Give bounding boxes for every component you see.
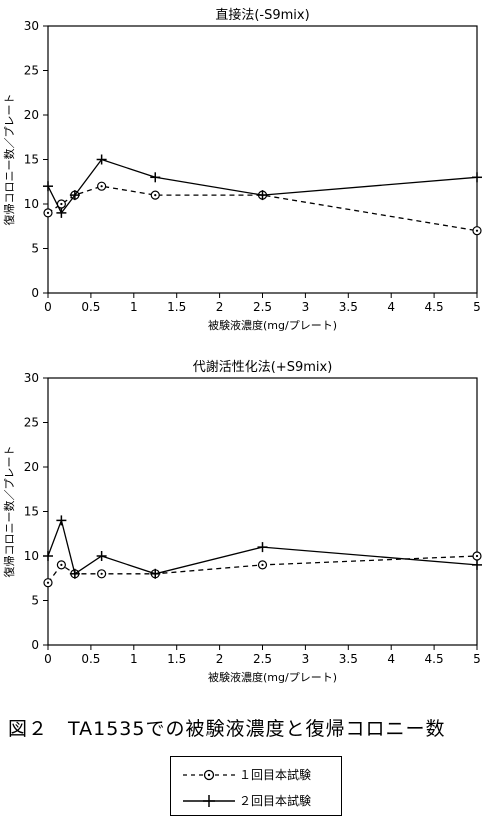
x-tick-label: 0.5 — [81, 300, 100, 314]
data-point-center — [60, 563, 63, 567]
x-tick-label: 3.5 — [339, 300, 358, 314]
figure: 直接法(-S9mix)0 0.5 1 1.5 2 2.5 3 3.5 4 4.5 505101520… — [3, 7, 482, 684]
data-point-cross — [150, 568, 161, 579]
x-tick-label: 0.5 — [81, 652, 100, 666]
x-tick-label: 3 — [302, 652, 310, 666]
x-tick-label: 0 — [44, 652, 52, 666]
chart-title: 直接法(-S9mix) — [215, 7, 309, 23]
plot-frame — [47, 377, 478, 646]
data-point-cross — [472, 172, 482, 183]
x-tick-label: 4.5 — [425, 300, 444, 314]
data-point-circle — [43, 208, 53, 218]
data-point-cross — [43, 551, 53, 561]
x-tick-label: 1 — [130, 652, 138, 666]
x-axis-label: 被験液濃度(mg/プレート) — [208, 670, 337, 684]
x-tick-label: 1.5 — [167, 652, 186, 666]
x-tick-label: 5 — [473, 652, 481, 666]
legend-label-first-test: １回目本試験 — [239, 768, 312, 782]
data-point-circle — [150, 190, 160, 200]
plot-frame — [47, 25, 478, 294]
y-tick-label: 30 — [24, 19, 39, 33]
solid-cross-marker-icon — [183, 795, 235, 807]
y-tick-label: 25 — [24, 64, 39, 78]
data-point-center — [46, 581, 50, 584]
y-tick-label: 5 — [31, 242, 39, 256]
data-point-cross — [257, 542, 268, 553]
data-point-circle — [97, 181, 107, 191]
data-point-cross — [56, 207, 67, 218]
data-point-circle — [472, 226, 482, 236]
legend-item-second-test: ２回目本試験 — [171, 789, 343, 813]
data-point-circle — [257, 560, 268, 570]
legend: １回目本試験 ２回目本試験 — [170, 756, 342, 816]
y-tick-label: 20 — [24, 460, 39, 474]
y-axis-label: 復帰コロニー数／プレート — [3, 446, 16, 578]
series-line-2 — [47, 158, 478, 215]
data-point-center — [261, 563, 264, 567]
data-point-cross — [257, 190, 268, 201]
y-tick-label: 0 — [31, 638, 39, 652]
data-point-circle — [43, 578, 53, 588]
x-tick-label: 3.5 — [339, 652, 358, 666]
figure-caption: 図２ TA1535での被験液濃度と復帰コロニー数 — [8, 718, 446, 740]
x-tick-label: 4.5 — [425, 652, 444, 666]
x-tick-label: 5 — [473, 300, 481, 314]
data-point-cross — [43, 181, 53, 192]
y-tick-label: 20 — [24, 108, 39, 122]
y-tick-label: 5 — [31, 594, 39, 608]
data-point-center — [154, 194, 157, 197]
legend-item-first-test: １回目本試験 — [171, 763, 343, 787]
x-tick-label: 1.5 — [167, 300, 186, 314]
y-tick-label: 0 — [31, 286, 39, 300]
x-tick-label: 1 — [130, 300, 138, 314]
y-tick-label: 25 — [24, 416, 39, 430]
legend-label-second-test: ２回目本試験 — [239, 794, 312, 808]
x-tick-label: 2.5 — [253, 300, 272, 314]
x-tick-label: 4 — [387, 300, 395, 314]
x-tick-label: 2 — [216, 652, 224, 666]
data-point-center — [475, 554, 479, 558]
data-point-circle — [97, 569, 107, 579]
y-axis-label: 復帰コロニー数／プレート — [3, 94, 16, 226]
x-tick-label: 3 — [302, 300, 310, 314]
chart-panel-2: 代謝活性化法(+S9mix) 0 0.5 1 1.5 2 2.5 3 3.5 4 4.5 5 0 5 10 1… — [3, 360, 482, 684]
data-point-cross — [69, 568, 80, 579]
data-point-center — [100, 185, 103, 188]
data-point-center — [46, 211, 50, 214]
data-point-center — [475, 229, 479, 232]
y-tick-label: 30 — [24, 371, 39, 385]
data-point-cross — [69, 190, 80, 201]
y-tick-label: 15 — [24, 153, 39, 167]
data-point-circle — [56, 560, 66, 570]
y-tick-label: 10 — [24, 197, 39, 211]
data-point-circle — [472, 551, 482, 561]
data-point-center — [60, 202, 63, 206]
y-tick-label: 10 — [24, 549, 39, 563]
data-point-cross — [56, 515, 67, 526]
x-tick-label: 2 — [216, 300, 224, 314]
x-tick-label: 2.5 — [253, 652, 272, 666]
chart-title: 代謝活性化法(+S9mix) — [193, 360, 333, 375]
dashed-circle-marker-icon — [183, 769, 235, 781]
x-tick-label: 0 — [44, 300, 52, 314]
x-axis-label: 被験液濃度(mg/プレート) — [208, 318, 337, 332]
chart-panel-1: 直接法(-S9mix) 0 0.5 1 1.5 2 2.5 3 3.5 4 4.5 5 0 5 10 15 20… — [3, 7, 482, 332]
data-point-cross — [150, 172, 161, 183]
data-point-cross — [96, 154, 107, 165]
data-point-cross — [472, 559, 482, 570]
data-point-center — [100, 572, 103, 575]
y-tick-label: 15 — [24, 505, 39, 519]
x-tick-label: 4 — [387, 652, 395, 666]
data-point-cross — [96, 551, 107, 561]
